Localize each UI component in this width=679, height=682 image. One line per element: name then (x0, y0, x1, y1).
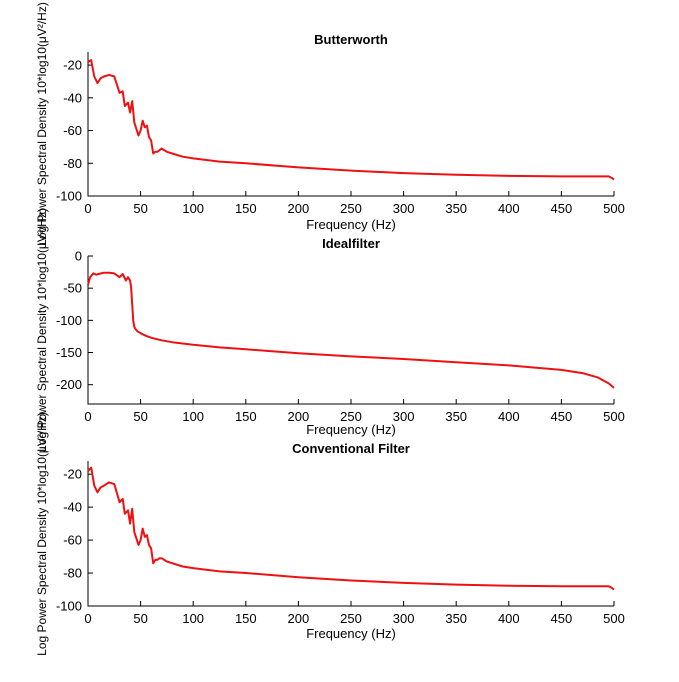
x-tick-label: 100 (182, 611, 204, 626)
y-tick-label: -80 (63, 566, 82, 581)
x-tick-label: 450 (551, 409, 573, 424)
x-ticks: 0 50 100 150 200 250 300 350 400 450 500 (84, 191, 625, 216)
x-tick-label: 500 (603, 201, 625, 216)
x-tick-label: 500 (603, 611, 625, 626)
x-tick-label: 0 (84, 409, 91, 424)
y-tick-label: -20 (63, 58, 82, 73)
x-tick-label: 50 (133, 201, 147, 216)
x-tick-label: 350 (445, 611, 467, 626)
y-tick-label: -60 (63, 533, 82, 548)
x-tick-label: 200 (288, 409, 310, 424)
x-tick-label: 0 (84, 611, 91, 626)
x-tick-label: 150 (235, 409, 257, 424)
x-tick-label: 300 (393, 201, 415, 216)
x-tick-label: 500 (603, 409, 625, 424)
x-tick-label: 450 (551, 201, 573, 216)
panel-butterworth: Butterworth -100 -80 -60 -40 -20 0 50 100 150 20… (35, 2, 625, 246)
series-line-psd (87, 271, 615, 389)
x-tick-label: 50 (133, 611, 147, 626)
x-tick-label: 200 (288, 201, 310, 216)
x-tick-label: 250 (340, 409, 362, 424)
y-tick-label: -150 (56, 345, 82, 360)
x-axis-label: Frequency (Hz) (306, 626, 396, 641)
x-tick-label: 250 (340, 611, 362, 626)
axes-frame (87, 52, 614, 197)
panel-idealfilter: Idealfilter -200 -150 -100 -50 0 0 50 100 150 20… (35, 208, 625, 452)
y-tick-label: -80 (63, 156, 82, 171)
x-tick-label: 150 (235, 611, 257, 626)
x-tick-label: 400 (498, 201, 520, 216)
y-tick-label: -50 (63, 281, 82, 296)
series-line-psd (87, 59, 615, 181)
series-line-psd (87, 466, 615, 591)
y-axis-label: Log Power Spectral Density 10*log10(μV²/… (35, 208, 49, 452)
y-tick-label: -100 (56, 599, 82, 614)
y-axis-label: Log Power Spectral Density 10*log10(μV²/… (35, 2, 49, 246)
y-tick-label: -100 (56, 313, 82, 328)
y-ticks: -100 -80 -60 -40 -20 (56, 467, 93, 614)
x-tick-label: 300 (393, 611, 415, 626)
x-ticks: 0 50 100 150 200 250 300 350 400 450 500 (84, 601, 625, 626)
y-tick-label: -40 (63, 500, 82, 515)
x-tick-label: 100 (182, 409, 204, 424)
y-tick-label: -100 (56, 189, 82, 204)
x-tick-label: 50 (133, 409, 147, 424)
axes-frame (87, 256, 614, 405)
x-tick-label: 250 (340, 201, 362, 216)
panel-conventional-filter: Conventional Filter -100 -80 -60 -40 -20 0 50… (35, 412, 625, 656)
axes-frame (87, 461, 614, 607)
x-tick-label: 300 (393, 409, 415, 424)
chart-title: Conventional Filter (292, 441, 410, 456)
x-tick-label: 150 (235, 201, 257, 216)
x-tick-label: 450 (551, 611, 573, 626)
y-tick-label: -40 (63, 90, 82, 105)
y-tick-label: -200 (56, 377, 82, 392)
chart-title: Butterworth (314, 32, 388, 47)
x-axis-label: Frequency (Hz) (306, 422, 396, 437)
x-tick-label: 400 (498, 409, 520, 424)
chart-title: Idealfilter (322, 236, 380, 251)
x-tick-label: 350 (445, 409, 467, 424)
y-axis-label: Log Power Spectral Density 10*log10(μV²/… (35, 412, 49, 656)
x-axis-label: Frequency (Hz) (306, 217, 396, 232)
y-tick-label: -20 (63, 467, 82, 482)
x-tick-label: 400 (498, 611, 520, 626)
y-ticks: -200 -150 -100 -50 0 (56, 249, 93, 392)
x-tick-label: 350 (445, 201, 467, 216)
x-ticks: 0 50 100 150 200 250 300 350 400 450 500 (84, 399, 625, 424)
x-tick-label: 100 (182, 201, 204, 216)
x-tick-label: 200 (288, 611, 310, 626)
y-ticks: -100 -80 -60 -40 -20 (56, 58, 93, 204)
y-tick-label: 0 (75, 249, 82, 264)
y-tick-label: -60 (63, 123, 82, 138)
x-tick-label: 0 (84, 201, 91, 216)
